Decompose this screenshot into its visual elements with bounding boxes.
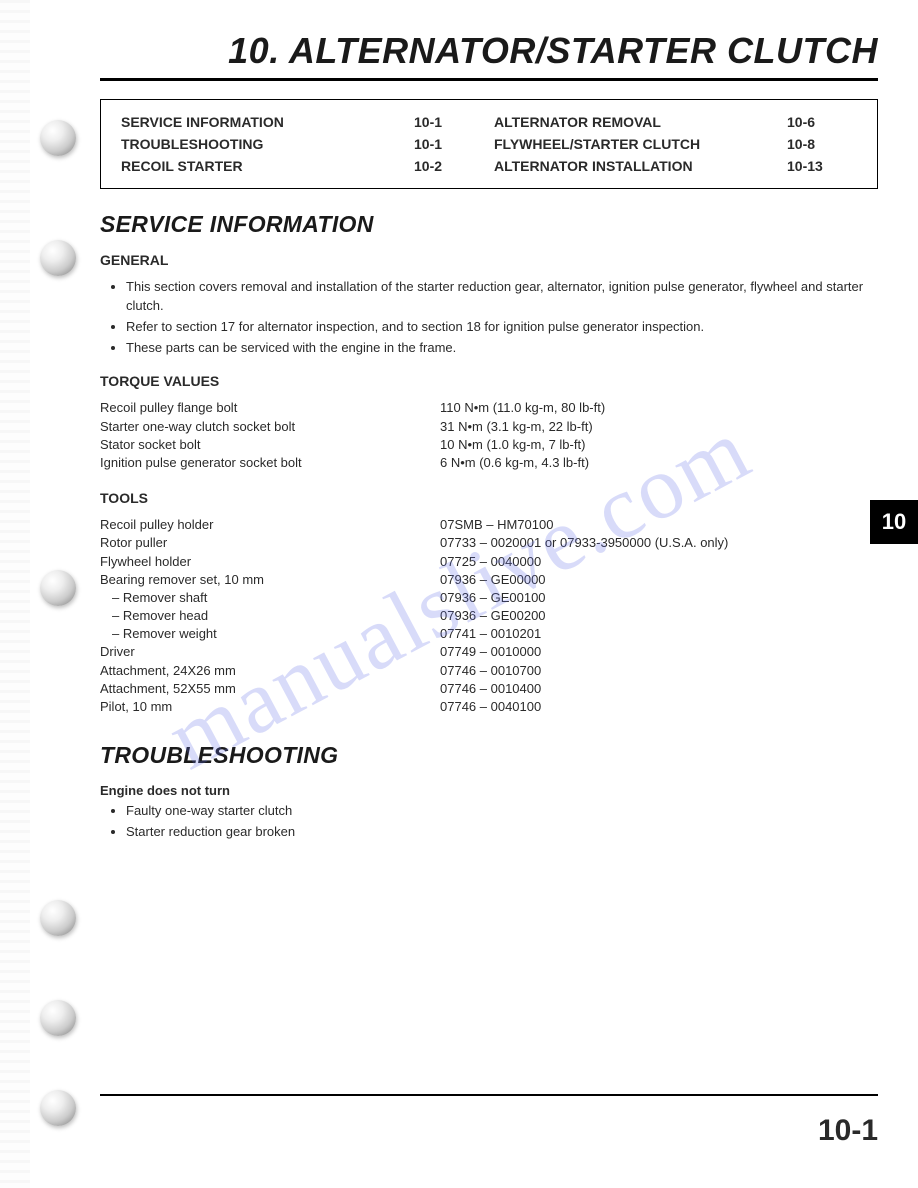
tool-value: 07733 – 0020001 or 07933-3950000 (U.S.A.… — [440, 534, 878, 552]
toc-right-page: 10-13 — [787, 158, 857, 174]
page-content: 10. ALTERNATOR/STARTER CLUTCH SERVICE IN… — [100, 30, 878, 844]
trouble-bullets: Faulty one-way starter clutch Starter re… — [100, 802, 878, 842]
tool-value: 07936 – GE00200 — [440, 607, 878, 625]
tool-value: 07746 – 0040100 — [440, 698, 878, 716]
torque-value: 110 N•m (11.0 kg-m, 80 lb-ft) — [440, 399, 878, 417]
tools-grid: Recoil pulley holder 07SMB – HM70100 Rot… — [100, 516, 878, 716]
toc-left-page: 10-1 — [414, 136, 474, 152]
torque-value: 6 N•m (0.6 kg-m, 4.3 lb-ft) — [440, 454, 878, 472]
trouble-bullet: Faulty one-way starter clutch — [126, 802, 878, 821]
tool-value: 07746 – 0010700 — [440, 662, 878, 680]
torque-grid: Recoil pulley flange bolt 110 N•m (11.0 … — [100, 399, 878, 472]
torque-name: Ignition pulse generator socket bolt — [100, 454, 440, 472]
general-bullet: These parts can be serviced with the eng… — [126, 339, 878, 358]
toc-right-label: ALTERNATOR REMOVAL — [494, 114, 767, 130]
toc-right-label: FLYWHEEL/STARTER CLUTCH — [494, 136, 767, 152]
binder-hole — [40, 120, 76, 156]
binder-hole — [40, 1090, 76, 1126]
tool-name: Attachment, 24X26 mm — [100, 662, 440, 680]
torque-name: Stator socket bolt — [100, 436, 440, 454]
service-information-heading: SERVICE INFORMATION — [100, 211, 878, 238]
binder-hole — [40, 570, 76, 606]
tool-value: 07SMB – HM70100 — [440, 516, 878, 534]
toc-left-label: RECOIL STARTER — [121, 158, 394, 174]
tool-name: Rotor puller — [100, 534, 440, 552]
general-bullet: Refer to section 17 for alternator inspe… — [126, 318, 878, 337]
toc-left-label: TROUBLESHOOTING — [121, 136, 394, 152]
general-heading: GENERAL — [100, 252, 878, 268]
torque-value: 10 N•m (1.0 kg-m, 7 lb-ft) — [440, 436, 878, 454]
tool-name: Attachment, 52X55 mm — [100, 680, 440, 698]
chapter-title: 10. ALTERNATOR/STARTER CLUTCH — [100, 30, 878, 78]
tool-name: Flywheel holder — [100, 553, 440, 571]
chapter-tab: 10 — [870, 500, 918, 544]
toc-left-page: 10-1 — [414, 114, 474, 130]
toc-left-label: SERVICE INFORMATION — [121, 114, 394, 130]
binder-hole — [40, 1000, 76, 1036]
binder-hole — [40, 240, 76, 276]
tool-name: – Remover weight — [100, 625, 440, 643]
title-rule — [100, 78, 878, 81]
spiral-binding — [0, 0, 30, 1188]
torque-value: 31 N•m (3.1 kg-m, 22 lb-ft) — [440, 418, 878, 436]
tool-name: Pilot, 10 mm — [100, 698, 440, 716]
tool-name: Recoil pulley holder — [100, 516, 440, 534]
torque-values-heading: TORQUE VALUES — [100, 373, 878, 389]
general-bullets: This section covers removal and installa… — [100, 278, 878, 357]
toc-box: SERVICE INFORMATION 10-1 ALTERNATOR REMO… — [100, 99, 878, 189]
tool-value: 07725 – 0040000 — [440, 553, 878, 571]
tool-value: 07749 – 0010000 — [440, 643, 878, 661]
tool-value: 07936 – GE00000 — [440, 571, 878, 589]
troubleshooting-heading: TROUBLESHOOTING — [100, 742, 878, 769]
toc-right-page: 10-6 — [787, 114, 857, 130]
tools-heading: TOOLS — [100, 490, 878, 506]
tool-name: – Remover head — [100, 607, 440, 625]
torque-name: Starter one-way clutch socket bolt — [100, 418, 440, 436]
tool-name: – Remover shaft — [100, 589, 440, 607]
toc-right-label: ALTERNATOR INSTALLATION — [494, 158, 767, 174]
toc-grid: SERVICE INFORMATION 10-1 ALTERNATOR REMO… — [121, 114, 857, 174]
footer-rule — [100, 1094, 878, 1096]
tool-value: 07936 – GE00100 — [440, 589, 878, 607]
tool-value: 07741 – 0010201 — [440, 625, 878, 643]
general-bullet: This section covers removal and installa… — [126, 278, 878, 316]
toc-right-page: 10-8 — [787, 136, 857, 152]
footer-page-number: 10-1 — [100, 1114, 878, 1148]
trouble-bullet: Starter reduction gear broken — [126, 823, 878, 842]
tool-name: Bearing remover set, 10 mm — [100, 571, 440, 589]
page-footer: 10-1 — [100, 1094, 878, 1148]
torque-name: Recoil pulley flange bolt — [100, 399, 440, 417]
trouble-symptom: Engine does not turn — [100, 783, 878, 798]
tool-name: Driver — [100, 643, 440, 661]
toc-left-page: 10-2 — [414, 158, 474, 174]
tool-value: 07746 – 0010400 — [440, 680, 878, 698]
binder-hole — [40, 900, 76, 936]
